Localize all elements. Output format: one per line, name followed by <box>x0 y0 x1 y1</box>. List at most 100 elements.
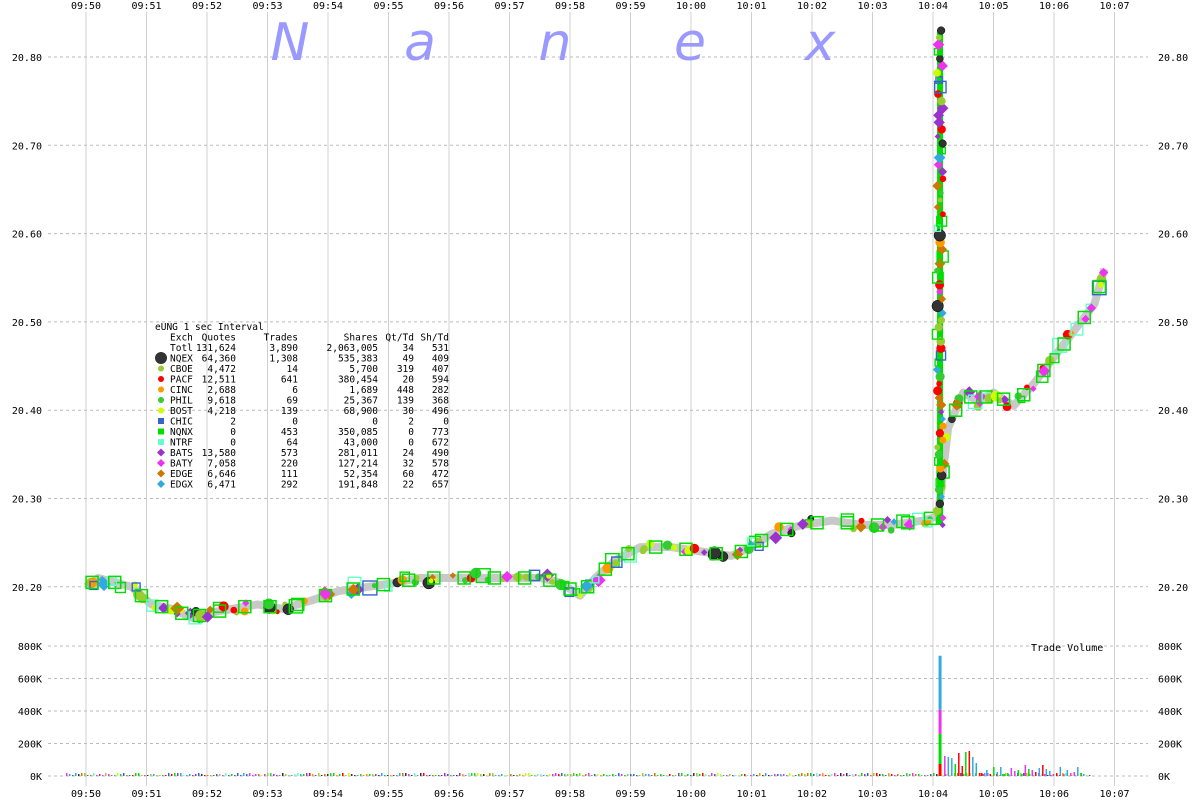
volume-tick-label-right: 400K <box>1158 707 1182 718</box>
volume-bar <box>531 775 533 776</box>
x-tick-label-bottom: 10:01 <box>736 789 766 800</box>
volume-title: Trade Volume <box>1031 643 1103 654</box>
volume-bar <box>369 774 371 776</box>
price-marker <box>401 573 416 587</box>
price-marker <box>1097 281 1104 288</box>
volume-spike-bar <box>938 733 942 764</box>
x-tick-label-bottom: 09:56 <box>434 789 464 800</box>
volume-bar <box>450 775 452 776</box>
volume-bar <box>843 774 845 776</box>
price-marker <box>238 599 252 614</box>
legend-marker <box>157 448 165 457</box>
volume-bar <box>675 775 677 776</box>
volume-bar <box>1050 775 1052 776</box>
volume-bar <box>1068 775 1070 776</box>
volume-bar <box>690 775 692 776</box>
volume-bar <box>606 775 608 776</box>
volume-bar <box>354 775 356 776</box>
volume-bar <box>501 774 503 776</box>
legend-cell-sh_td: 407 <box>432 364 449 375</box>
y-tick-label-right: 20.20 <box>1158 583 1188 594</box>
legend-cell-trades: 1,308 <box>269 354 298 365</box>
spike-marker <box>934 133 941 140</box>
volume-bar <box>435 775 437 776</box>
legend-cell-trades: 292 <box>281 480 298 491</box>
volume-bar <box>834 773 836 776</box>
price-marker <box>580 579 594 593</box>
spike-marker <box>935 372 945 382</box>
volume-bar <box>957 773 959 776</box>
legend-cell-quotes: 6,471 <box>207 480 236 491</box>
volume-bar <box>231 774 233 776</box>
spike-marker <box>933 151 946 164</box>
spike-marker <box>934 485 943 494</box>
legend-cell-exch: CBOE <box>170 364 193 375</box>
volume-bar <box>1008 774 1010 776</box>
volume-bar <box>141 775 143 776</box>
y-tick-label-left: 20.60 <box>12 230 42 241</box>
legend-cell-exch: NTRF <box>170 438 193 449</box>
watermark-letter: a <box>404 13 436 73</box>
volume-bar <box>165 775 167 776</box>
price-marker <box>318 588 333 603</box>
volume-bar <box>429 775 431 776</box>
volume-bar <box>201 774 203 776</box>
volume-bar <box>777 774 779 776</box>
spike-marker <box>933 109 945 121</box>
legend-cell-sh_td: 657 <box>432 480 449 491</box>
volume-bar <box>213 775 215 776</box>
price-marker <box>1049 353 1060 364</box>
legend-cell-quotes: 12,511 <box>202 375 237 386</box>
volume-bar <box>1014 771 1016 776</box>
legend-cell-sh_td: 672 <box>432 438 449 449</box>
price-marker <box>347 583 360 596</box>
legend-cell-sh_td: 594 <box>432 375 449 386</box>
x-tick-label-bottom: 09:59 <box>615 789 645 800</box>
volume-bar <box>102 775 104 776</box>
volume-bar <box>624 775 626 776</box>
spike-marker <box>939 436 947 444</box>
volume-bar <box>792 775 794 776</box>
volume-bar <box>864 774 866 776</box>
legend-cell-qt_td: 49 <box>403 354 415 365</box>
volume-bar <box>315 775 317 776</box>
volume-bar <box>915 774 917 776</box>
legend-cell-exch: Totl <box>170 343 193 354</box>
x-tick-label-bottom: 10:05 <box>978 789 1008 800</box>
price-marker <box>1098 267 1109 278</box>
volume-bar <box>297 773 299 776</box>
volume-bar <box>999 775 1001 776</box>
volume-bar <box>492 773 494 776</box>
legend-cell-trades: 3,890 <box>269 343 298 354</box>
volume-bar <box>1010 768 1013 776</box>
volume-bar <box>879 774 881 776</box>
volume-bar <box>600 775 602 776</box>
y-tick-label-right: 20.60 <box>1158 230 1188 241</box>
volume-bar <box>801 773 803 776</box>
volume-bar <box>327 774 329 776</box>
volume-bar <box>918 774 920 776</box>
y-tick-label-left: 20.80 <box>12 53 42 64</box>
spike-marker <box>934 393 944 403</box>
spike-marker <box>933 159 944 170</box>
y-tick-label-left: 20.30 <box>12 495 42 506</box>
volume-bar <box>621 774 623 776</box>
spike-marker <box>937 26 946 35</box>
volume-bar <box>117 773 119 776</box>
legend-cell-qt_td: 2 <box>408 417 414 428</box>
spike-marker <box>938 139 947 148</box>
price-marker <box>240 607 249 616</box>
volume-bar <box>516 775 518 776</box>
x-tick-label-bottom: 09:55 <box>373 789 403 800</box>
volume-bar <box>156 775 158 776</box>
price-marker <box>939 458 950 470</box>
x-tick-label-bottom: 09:51 <box>131 789 161 800</box>
volume-bar <box>561 773 563 776</box>
legend-cell-qt_td: 0 <box>408 438 414 449</box>
spike-marker <box>934 267 941 274</box>
volume-bar <box>546 775 548 776</box>
volume-bar <box>513 775 515 776</box>
volume-bar <box>765 773 767 776</box>
legend-marker <box>157 459 165 467</box>
volume-bar <box>558 774 560 776</box>
